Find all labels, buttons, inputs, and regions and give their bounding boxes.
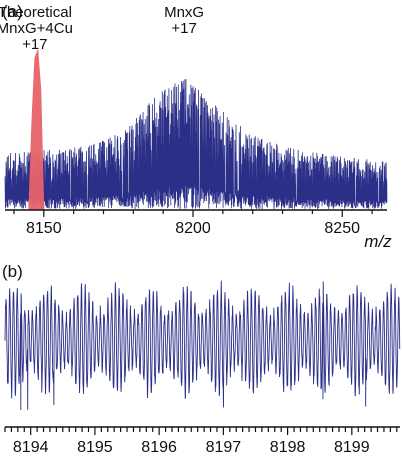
panel-b-tick-label: 8194 [13, 439, 49, 456]
panel-a-annotation-line: Theoretical [0, 4, 72, 21]
panel-a-annotation-line: MnxG [164, 4, 204, 21]
panel-b-tick-label: 8197 [206, 439, 242, 456]
panel-a-annotation-line: +17 [171, 20, 196, 37]
panel-a-theoretical-peak [28, 49, 45, 210]
panel-b-label: (b) [2, 262, 23, 281]
panel-a-annotation-line: +17 [22, 36, 47, 53]
panel-a-tick-label: 8250 [324, 220, 360, 237]
panel-b-plot-area [4, 280, 401, 411]
panel-a-x-ticks: 8150 8200 8250 [13, 210, 373, 237]
panel-a-tick-label: 8150 [26, 220, 62, 237]
panel-a-label: (a) [2, 2, 23, 21]
panel-a-plot-area [4, 49, 388, 210]
panel-a-tick-label: 8200 [175, 220, 211, 237]
panel-a-x-axis-label: m/z [364, 232, 392, 251]
panel-b-tick-label: 8195 [77, 439, 113, 456]
panel-b-tick-label: 8198 [270, 439, 306, 456]
panel-b-x-ticks: 8194 8195 8196 8197 8198 8199 [4, 427, 398, 456]
panel-b-tick-label: 8199 [334, 439, 370, 456]
panel-b-tick-label: 8196 [141, 439, 177, 456]
panel-b-measured-spectrum [4, 280, 401, 411]
panel-b: (b) 8194 8195 8196 8197 8198 8199 [2, 262, 401, 456]
panel-a-measured-spectrum [4, 78, 388, 210]
panel-a-annotation-line: MnxG+4Cu [0, 20, 73, 37]
panel-a-annotation: MnxG+17 [164, 4, 204, 37]
